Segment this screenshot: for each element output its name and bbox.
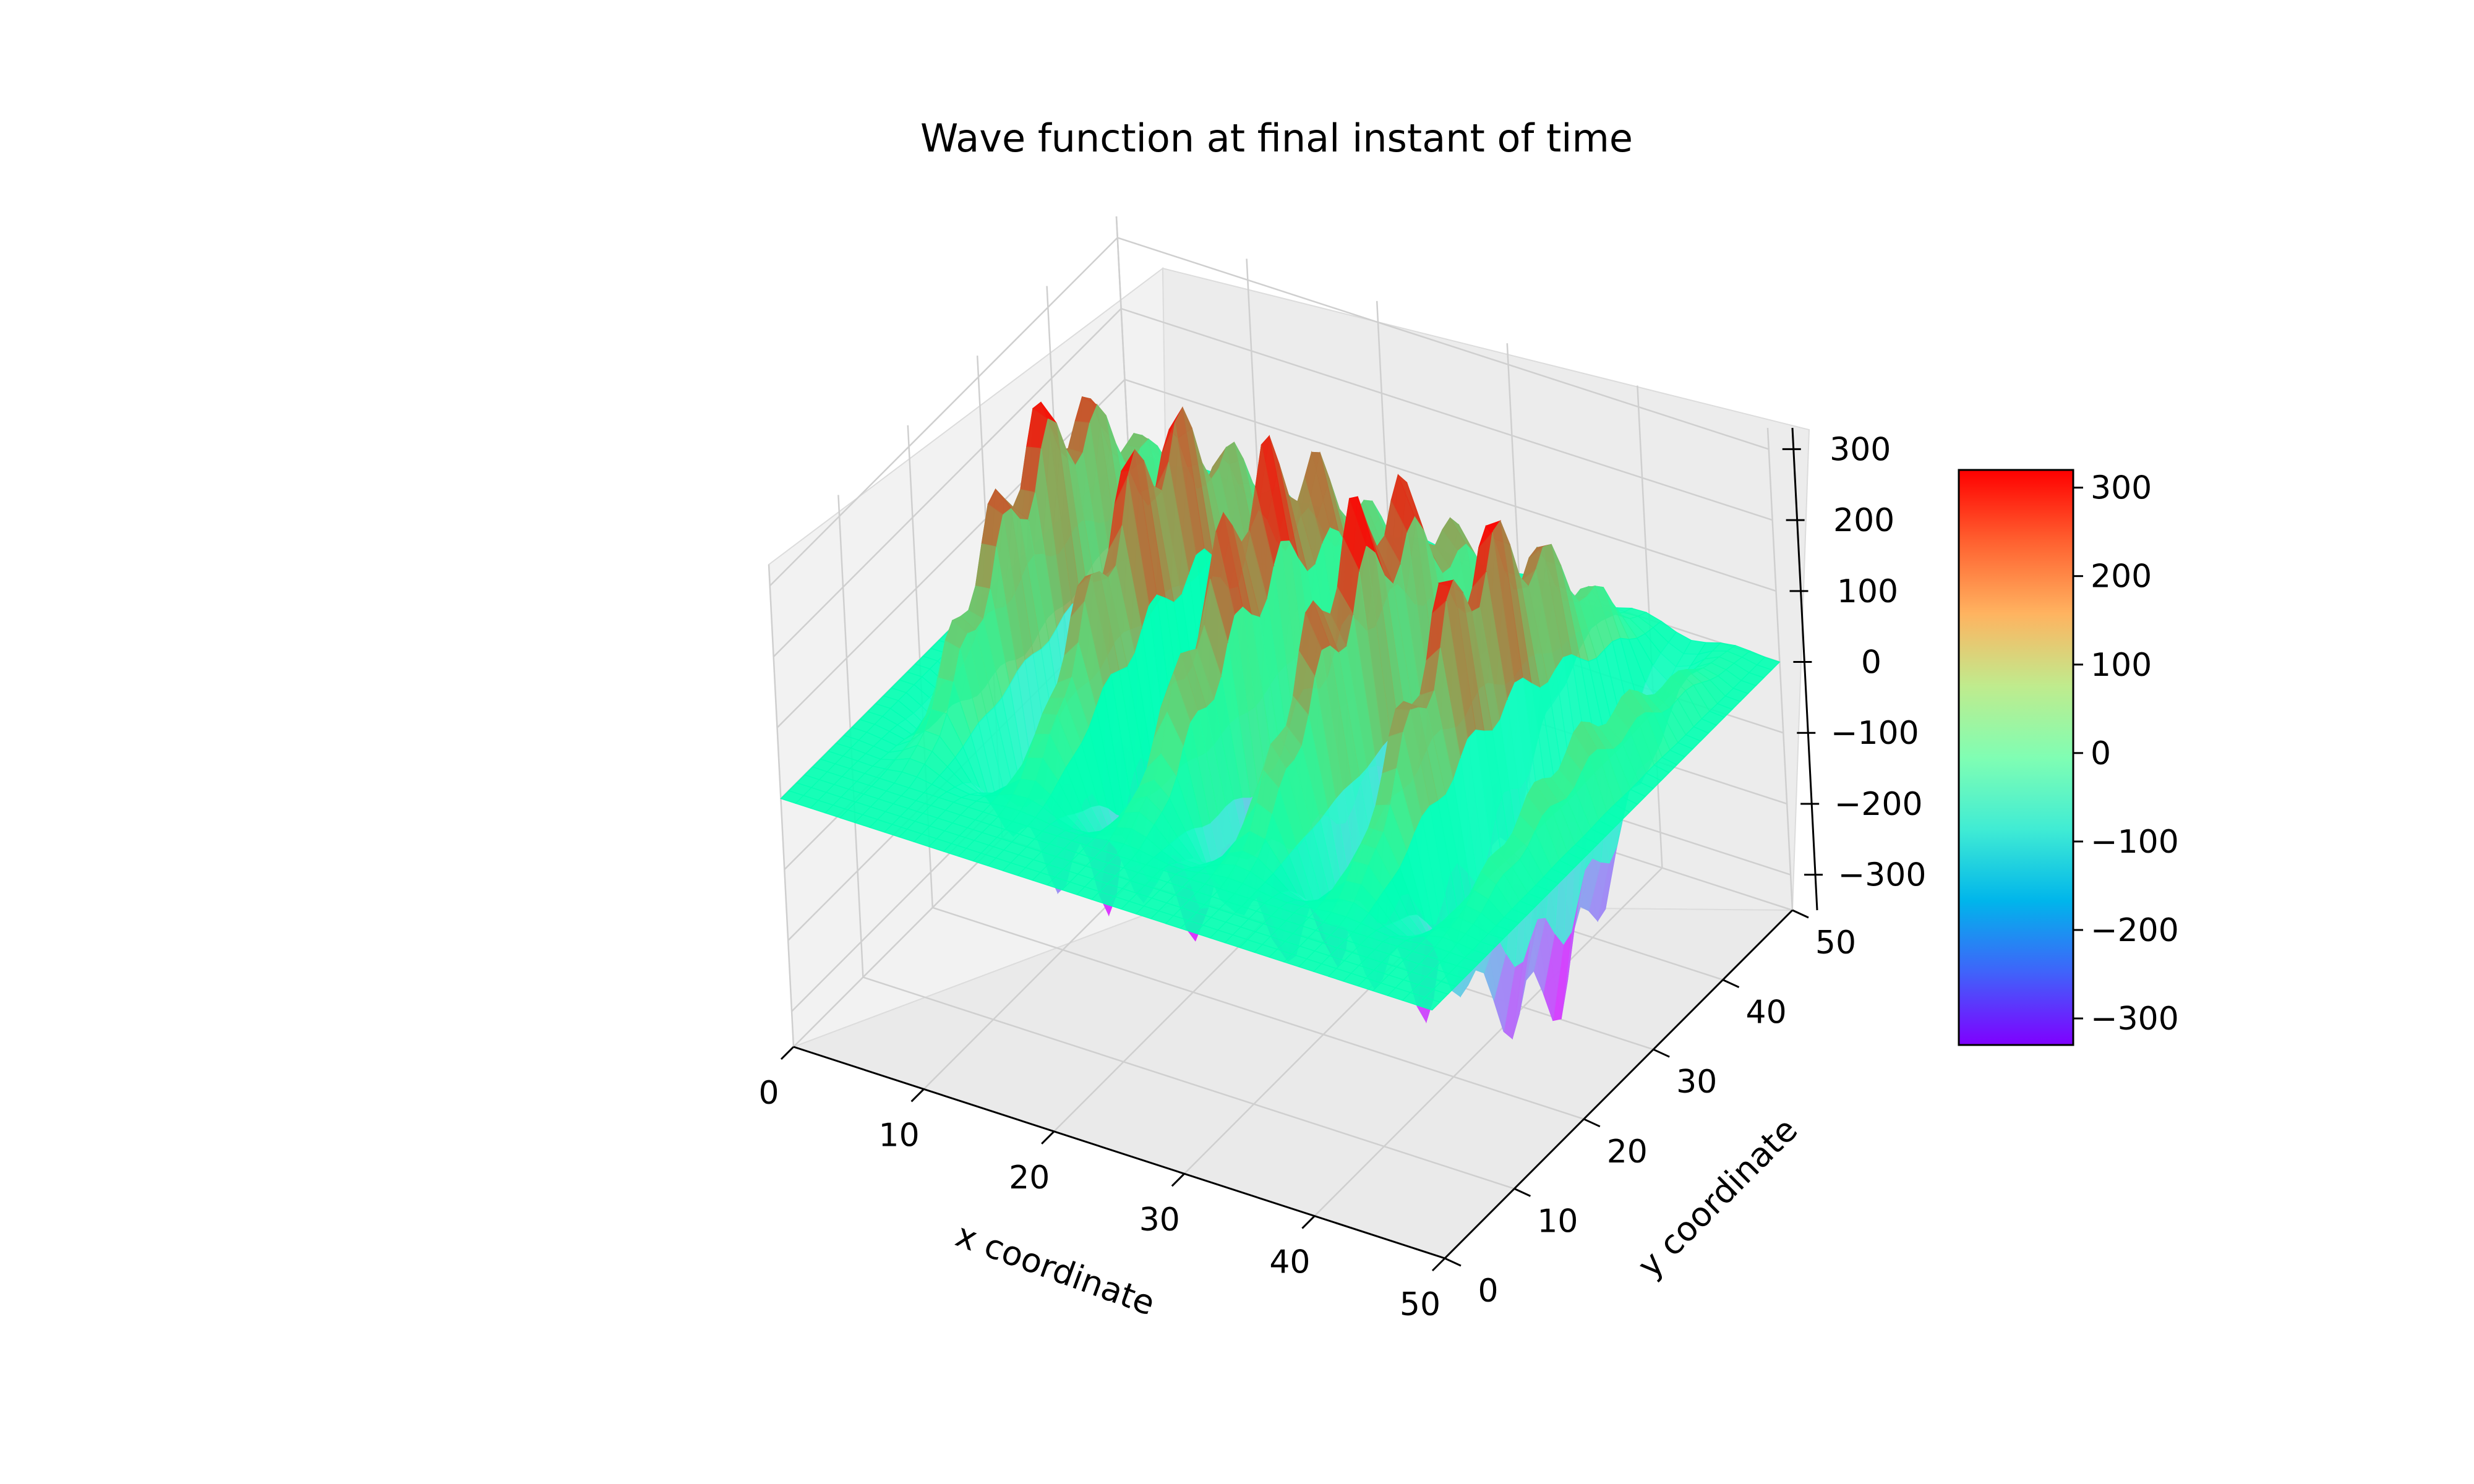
wave-surface — [780, 396, 1781, 1040]
z-tick-label: 100 — [1837, 573, 1898, 610]
colorbar-tick-label: −100 — [2091, 824, 2179, 861]
z-tick-label: 200 — [1833, 502, 1894, 539]
y-tick-label: 20 — [1607, 1133, 1648, 1171]
y-tick-label: 0 — [1478, 1273, 1498, 1310]
z-tick-label: −200 — [1834, 786, 1923, 823]
x-tick-labels: 0 10 20 30 40 50 — [758, 1075, 1440, 1323]
axis-lines — [780, 427, 1823, 1272]
x-tick-mark — [1041, 1130, 1055, 1145]
z-grid-line — [769, 236, 1770, 587]
x-tick-label: 0 — [758, 1075, 779, 1112]
x-tick-mark — [1171, 1173, 1185, 1187]
x-axis-line — [793, 1046, 1445, 1260]
x-tick-label: 50 — [1400, 1286, 1440, 1323]
chart-title: Wave function at final instant of time — [920, 116, 1633, 161]
colorbar-body — [1958, 469, 2074, 1046]
y-grid-line — [837, 495, 1515, 1190]
y-tick-label: 40 — [1746, 994, 1787, 1031]
y-grid-line — [907, 425, 1585, 1120]
colorbar-tick-label: −200 — [2091, 912, 2179, 949]
x-tick-mark — [910, 1088, 925, 1102]
y-tick-labels: 0 10 20 30 40 50 — [1478, 924, 1856, 1310]
x-axis-label: x coordinate — [951, 1215, 1160, 1323]
y-tick-mark — [1722, 979, 1740, 988]
z-grid-line — [776, 378, 1776, 728]
z-axis-line — [1791, 427, 1818, 911]
colorbar-tick-label: −300 — [2091, 1000, 2179, 1038]
z-tick-label: −300 — [1838, 857, 1927, 894]
y-tick-label: 30 — [1676, 1064, 1717, 1101]
z-tick-label: −100 — [1831, 715, 1919, 752]
y-tick-mark — [1583, 1118, 1601, 1128]
y-tick-mark — [1653, 1048, 1670, 1058]
surface-patch — [1416, 997, 1441, 1011]
y-tick-label: 10 — [1537, 1203, 1578, 1240]
colorbar-ticks: 300 200 100 0 −100 −200 −300 — [2091, 470, 2179, 1038]
colorbar-tick-label: 200 — [2091, 558, 2152, 595]
x-tick-mark — [780, 1046, 795, 1060]
y-tick-mark — [1444, 1257, 1462, 1267]
x-tick-label: 20 — [1009, 1159, 1050, 1196]
colorbar-tick-label: 100 — [2091, 647, 2152, 684]
z-grid-line — [773, 307, 1773, 658]
x-tick-mark — [1301, 1215, 1316, 1229]
x-tick-label: 10 — [879, 1117, 920, 1154]
y-tick-label: 50 — [1815, 924, 1856, 962]
colorbar-tick-label: 0 — [2091, 735, 2111, 772]
y-axis-label: y coordinate — [1630, 1110, 1805, 1285]
z-tick-labels: 300 200 100 0 −100 −200 −300 — [1830, 431, 1926, 893]
x-tick-label: 40 — [1269, 1244, 1310, 1281]
z-tick-label: 0 — [1861, 644, 1881, 681]
y-axis-line — [1444, 909, 1794, 1260]
colorbar-tick-label: 300 — [2091, 470, 2152, 507]
x-tick-label: 30 — [1139, 1201, 1180, 1239]
x-tick-mark — [1431, 1257, 1446, 1272]
y-tick-mark — [1792, 909, 1809, 919]
y-tick-mark — [1513, 1188, 1531, 1197]
z-tick-label: 300 — [1830, 431, 1891, 468]
colorbar: 300 200 100 0 −100 −200 −300 — [1958, 469, 2179, 1046]
colorbar-tick-marks — [2073, 487, 2083, 1020]
